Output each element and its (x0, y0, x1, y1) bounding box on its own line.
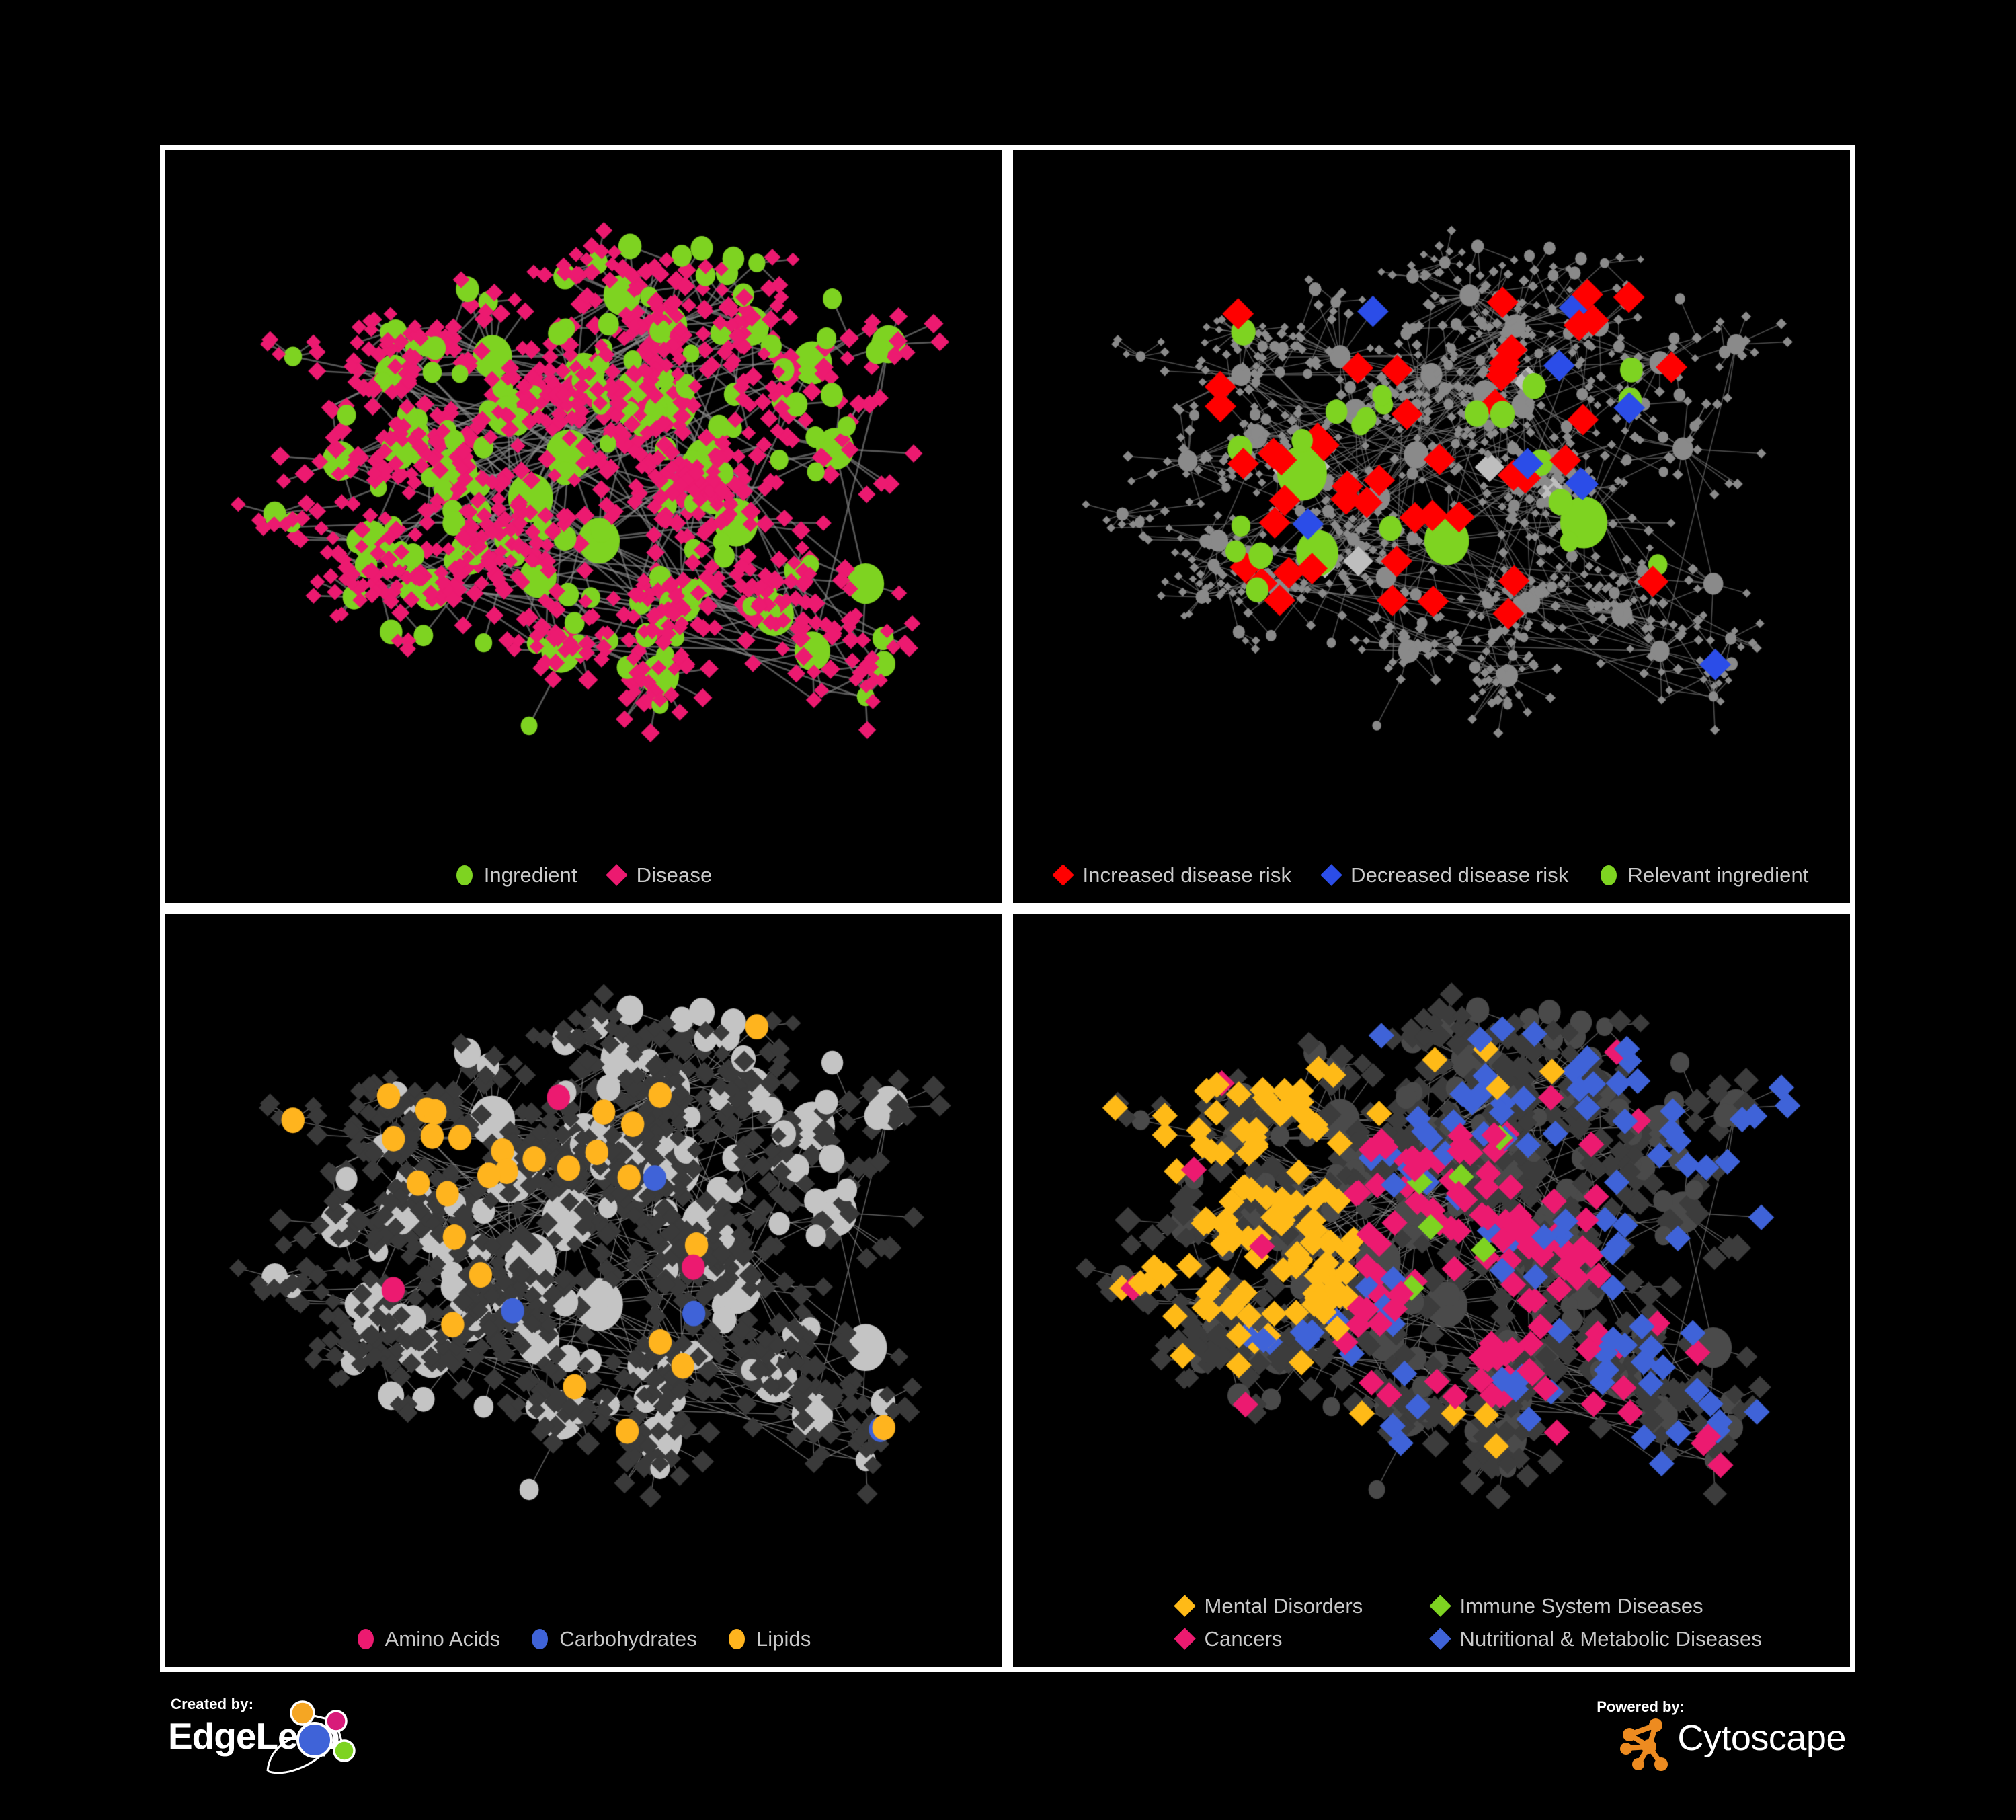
created-by-label: Created by: (171, 1696, 254, 1712)
panel-disease-risk[interactable]: Increased disease risk Decreased disease … (1013, 150, 1850, 903)
panel-grid: Ingredient Disease Increased disease risk… (160, 145, 1855, 1672)
panel-disease-class[interactable]: Mental Disorders Immune System Diseases Ca… (1013, 914, 1850, 1667)
created-by-logo[interactable]: Created by: EdgeLeap (164, 1696, 386, 1796)
edgeleap-network-icon (266, 1700, 356, 1774)
network-canvas-4[interactable] (1013, 914, 1850, 1667)
panel-ingredient-disease[interactable]: Ingredient Disease (165, 150, 1002, 903)
footer: Created by: EdgeLeap Powered by: (160, 1681, 1855, 1809)
cytoscape-wordmark: Cytoscape (1677, 1718, 1846, 1758)
cytoscape-icon (1620, 1718, 1668, 1771)
network-canvas-3[interactable] (165, 914, 1002, 1667)
network-canvas-1[interactable] (165, 150, 1002, 903)
powered-by-label: Powered by: (1597, 1698, 1685, 1715)
network-canvas-2[interactable] (1013, 150, 1850, 903)
panel-ingredient-class[interactable]: Amino Acids Carbohydrates Lipids (165, 914, 1002, 1667)
powered-by-logo[interactable]: Powered by: Cytoscape (1562, 1698, 1851, 1792)
